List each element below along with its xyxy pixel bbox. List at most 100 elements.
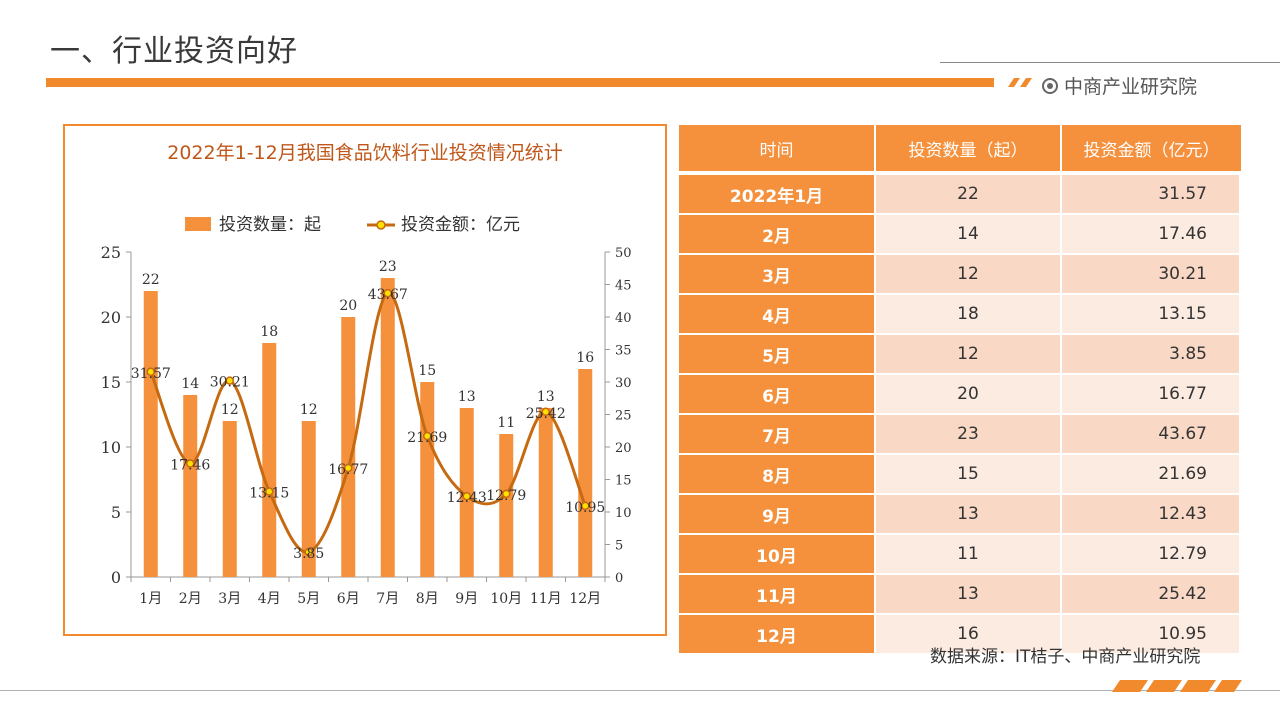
line-value-label: 16.77	[328, 462, 368, 478]
table-row: 9月 13 12.43	[679, 495, 1241, 535]
right-y-tick-label: 45	[615, 279, 632, 294]
column-header-time: 时间	[679, 125, 876, 175]
header-rule	[940, 62, 1280, 63]
investment-table: 时间 投资数量（起） 投资金额（亿元） 2022年1月 22 31.57 2月 14 17…	[679, 125, 1241, 655]
table-header-row: 时间 投资数量（起） 投资金额（亿元）	[679, 125, 1241, 175]
legend-line-label: 投资金额：亿元	[401, 215, 520, 235]
cell-amount: 30.21	[1062, 255, 1241, 295]
cell-count: 11	[876, 535, 1062, 575]
column-header-count: 投资数量（起）	[876, 125, 1062, 175]
brand-name: 中商产业研究院	[1064, 76, 1198, 98]
bar-value-label: 20	[339, 298, 357, 314]
right-y-tick-label: 25	[615, 409, 632, 424]
table-row: 12月 16 10.95	[679, 615, 1241, 655]
line-value-label: 17.46	[170, 458, 210, 474]
left-y-tick-label: 10	[101, 438, 121, 457]
line-point	[225, 376, 234, 385]
bar-value-label: 12	[300, 402, 318, 418]
cell-amount: 12.43	[1062, 495, 1241, 535]
right-y-tick-label: 30	[615, 376, 632, 391]
cell-amount: 31.57	[1062, 175, 1241, 215]
right-y-tick-label: 15	[615, 474, 632, 489]
line-value-label: 43.67	[368, 287, 408, 303]
page-title: 一、行业投资向好	[50, 34, 298, 69]
bar	[538, 408, 553, 577]
cell-count: 15	[876, 455, 1062, 495]
bar	[341, 317, 356, 577]
left-y-tick-label: 5	[111, 503, 121, 522]
bar	[301, 421, 316, 577]
bar	[499, 434, 514, 577]
table-row: 10月 11 12.79	[679, 535, 1241, 575]
bar-value-label: 13	[458, 389, 476, 405]
bar-value-label: 14	[181, 376, 199, 392]
x-tick-label: 2月	[179, 591, 202, 607]
cell-amount: 21.69	[1062, 455, 1241, 495]
cell-amount: 10.95	[1062, 615, 1241, 655]
amount-line	[149, 291, 587, 554]
column-header-amount: 投资金额（亿元）	[1062, 125, 1241, 175]
table-row: 2022年1月 22 31.57	[679, 175, 1241, 215]
line-point	[383, 288, 392, 298]
cell-month: 7月	[679, 415, 876, 455]
line-point	[146, 367, 155, 377]
cell-amount: 25.42	[1062, 575, 1241, 615]
title-underline	[46, 78, 994, 87]
cell-month: 2022年1月	[679, 175, 876, 215]
x-tick-label: 4月	[258, 591, 281, 607]
cell-count: 23	[876, 415, 1062, 455]
line-value-label: 13.15	[249, 486, 289, 502]
cell-month: 10月	[679, 535, 876, 575]
cell-amount: 43.67	[1062, 415, 1241, 455]
cell-amount: 13.15	[1062, 295, 1241, 335]
cell-count: 13	[876, 495, 1062, 535]
line-value-label: 12.79	[486, 488, 526, 504]
cell-month: 5月	[679, 335, 876, 375]
line-point	[304, 547, 313, 557]
bar	[578, 369, 593, 577]
legend-line-marker	[376, 220, 386, 230]
right-y-tick-label: 40	[615, 311, 632, 326]
table-row: 5月 12 3.85	[679, 335, 1241, 375]
cell-amount: 16.77	[1062, 375, 1241, 415]
right-y-tick-label: 0	[615, 571, 623, 586]
table-row: 6月 20 16.77	[679, 375, 1241, 415]
x-tick-label: 9月	[455, 591, 478, 607]
cell-amount: 17.46	[1062, 215, 1241, 255]
cell-count: 13	[876, 575, 1062, 615]
bar-value-label: 16	[576, 350, 594, 366]
header-stripes	[1008, 78, 1032, 87]
line-value-label: 25.42	[526, 406, 566, 422]
cell-amount: 3.85	[1062, 335, 1241, 375]
x-tick-label: 11月	[530, 591, 562, 607]
bar	[420, 382, 435, 577]
bar	[262, 343, 277, 577]
x-tick-label: 8月	[416, 591, 439, 607]
line-value-label: 12.43	[447, 490, 487, 506]
table-row: 8月 15 21.69	[679, 455, 1241, 495]
right-y-tick-label: 10	[615, 506, 632, 521]
line-point	[186, 459, 195, 468]
bar-value-label: 13	[537, 389, 555, 405]
table-row: 3月 12 30.21	[679, 255, 1241, 295]
x-tick-label: 12月	[569, 591, 601, 607]
x-tick-label: 10月	[490, 591, 522, 607]
cell-month: 12月	[679, 615, 876, 655]
bar-value-label: 23	[379, 259, 397, 275]
brand-logo: 中商产业研究院	[1042, 72, 1197, 99]
line-value-label: 10.95	[565, 500, 605, 516]
cell-month: 11月	[679, 575, 876, 615]
cell-month: 4月	[679, 295, 876, 335]
cell-count: 12	[876, 335, 1062, 375]
cell-count: 12	[876, 255, 1062, 295]
line-point	[541, 407, 550, 417]
table-row: 7月 23 43.67	[679, 415, 1241, 455]
right-y-tick-label: 35	[615, 344, 632, 359]
footer-rule	[0, 690, 1280, 691]
right-y-tick-label: 50	[615, 246, 632, 261]
x-tick-label: 3月	[218, 591, 241, 607]
investment-chart: 投资数量：起 投资金额：亿元 0 5 10 15 20 25 0 5 10 15 20 25 30 35 40 4…	[101, 215, 632, 607]
bar-value-label: 11	[497, 415, 515, 431]
target-circle-icon	[1042, 78, 1058, 94]
x-tick-label: 5月	[297, 591, 320, 607]
